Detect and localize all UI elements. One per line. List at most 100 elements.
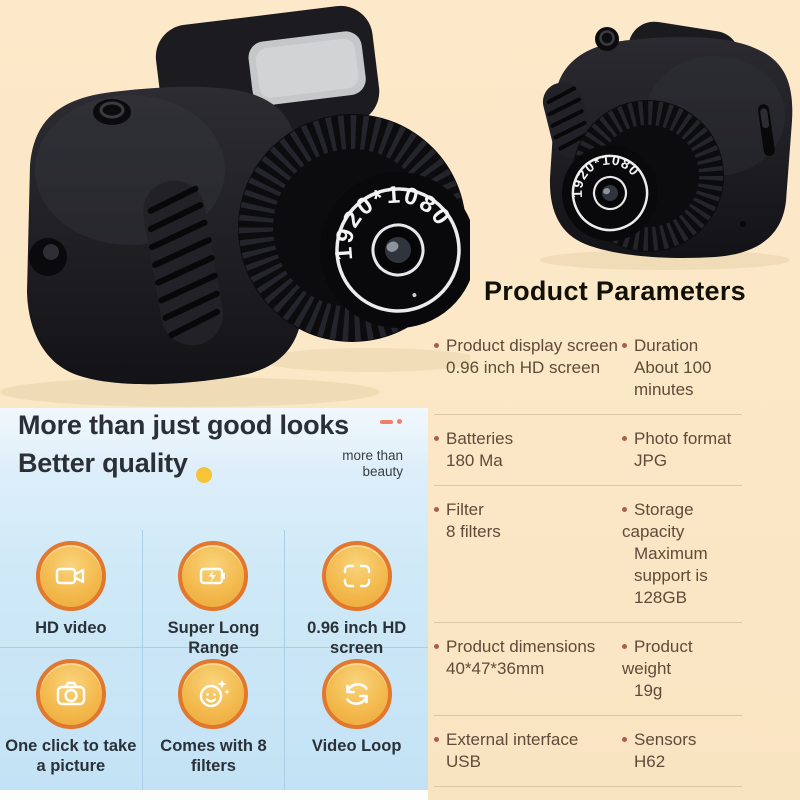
param-value: 0.96 inch HD screen bbox=[446, 358, 601, 377]
param-row: Product display screen 0.96 inch HD scre… bbox=[434, 322, 742, 415]
tagline-line1: more than bbox=[342, 448, 403, 463]
param-label: External interface bbox=[434, 729, 622, 751]
parameters-list: Product display screen 0.96 inch HD scre… bbox=[434, 322, 800, 800]
bullet-icon bbox=[434, 644, 439, 649]
camera-flash bbox=[622, 21, 740, 123]
param-label: Product weight bbox=[622, 637, 693, 678]
param-label: Filter bbox=[434, 499, 622, 521]
param-item: Photo format JPG bbox=[622, 428, 742, 472]
bullet-icon bbox=[622, 436, 627, 441]
svg-text:1920*1080: 1920*1080 bbox=[557, 140, 645, 204]
video-camera-icon bbox=[55, 567, 85, 585]
power-button bbox=[595, 27, 619, 51]
param-item: Storage capacity Maximum support is 128G… bbox=[622, 499, 742, 609]
feature-label: Super Long Range bbox=[167, 619, 260, 657]
param-label: Storage capacity bbox=[622, 500, 694, 541]
red-dot-icon bbox=[397, 419, 402, 424]
param-row: Product dimensions 40*47*36mm Product we… bbox=[434, 623, 742, 716]
param-item: Product display screen 0.96 inch HD scre… bbox=[434, 335, 622, 401]
feature-item-hd-screen: 0.96 inch HD screen bbox=[285, 530, 428, 657]
param-value: 19g bbox=[634, 681, 663, 700]
bullet-icon bbox=[434, 343, 439, 348]
camera-photo-large: 1920*1080 bbox=[0, 5, 470, 407]
param-row: External interface USB Sensors H62 bbox=[434, 716, 742, 787]
feature-icon-badge bbox=[178, 541, 249, 611]
param-item: Duration About 100 minutes bbox=[622, 335, 742, 401]
param-label: Product dimensions bbox=[434, 636, 622, 658]
param-value: USB bbox=[446, 752, 481, 771]
product-parameters-panel: Product Parameters Product display scree… bbox=[430, 276, 800, 800]
filter-smiley-icon bbox=[200, 679, 231, 708]
speaker-grille bbox=[143, 180, 224, 346]
card-title-line2: Better quality bbox=[18, 448, 188, 478]
param-value: JPG bbox=[634, 451, 668, 470]
feature-item-filters: Comes with 8 filters bbox=[143, 648, 286, 790]
param-label: Duration bbox=[622, 335, 742, 357]
param-value: 8 filters bbox=[446, 522, 501, 541]
camera-flash bbox=[155, 5, 380, 143]
param-row: Filter 8 filters Storage capacity Maximu… bbox=[434, 486, 742, 623]
camera-lens: 1920*1080 bbox=[557, 100, 724, 252]
feature-card-header: More than just good looks Better quality… bbox=[0, 408, 428, 530]
param-item: Filter 8 filters bbox=[434, 499, 622, 609]
feature-label: HD video bbox=[35, 619, 107, 637]
param-row: Playback software Operating system comes… bbox=[434, 787, 796, 800]
feature-label: One click to take a picture bbox=[5, 737, 137, 775]
bullet-icon bbox=[434, 436, 439, 441]
feature-item-video-loop: Video Loop bbox=[285, 648, 428, 790]
param-row: Batteries 180 Ma Photo format JPG bbox=[434, 415, 742, 486]
feature-label: Video Loop bbox=[311, 737, 402, 755]
param-value: About 100 minutes bbox=[634, 358, 712, 399]
bullet-icon bbox=[622, 343, 627, 348]
camera-photo-small: 1920*1080 bbox=[540, 21, 793, 270]
tagline-line2: beauty bbox=[362, 464, 403, 479]
param-value: 180 Ma bbox=[446, 451, 503, 470]
video-loop-icon bbox=[345, 682, 368, 706]
param-item: Batteries 180 Ma bbox=[434, 428, 622, 472]
yellow-accent-dot-icon bbox=[196, 467, 212, 483]
camera-body bbox=[549, 36, 793, 258]
feature-icon-badge bbox=[35, 541, 106, 611]
lens-resolution-label: 1920*1080 bbox=[557, 140, 645, 204]
feature-icon-badge bbox=[321, 659, 392, 729]
feature-label: Comes with 8 filters bbox=[160, 737, 267, 775]
param-label: Photo format bbox=[622, 428, 742, 450]
bullet-icon bbox=[622, 644, 627, 649]
param-item: Product dimensions 40*47*36mm bbox=[434, 636, 622, 702]
feature-item-one-click: One click to take a picture bbox=[0, 648, 143, 790]
feature-card: More than just good looks Better quality… bbox=[0, 408, 428, 800]
strap-loop bbox=[29, 238, 67, 276]
screen-frame-icon bbox=[343, 564, 370, 588]
card-title-line1: More than just good looks bbox=[18, 410, 349, 440]
param-label: Batteries bbox=[434, 428, 622, 450]
svg-text:1920*1080: 1920*1080 bbox=[312, 163, 459, 268]
parameters-heading: Product Parameters bbox=[483, 276, 746, 306]
bottom-divider bbox=[0, 790, 428, 800]
red-accent-decoration bbox=[380, 419, 402, 424]
param-value: H62 bbox=[634, 752, 666, 771]
speaker-grille bbox=[542, 82, 593, 158]
red-dash-icon bbox=[380, 419, 393, 424]
bullet-icon bbox=[434, 737, 439, 742]
side-switch bbox=[758, 104, 775, 156]
feature-item-hd-video: HD video bbox=[0, 530, 143, 648]
param-item: External interface USB bbox=[434, 729, 622, 773]
camera-body bbox=[27, 86, 304, 385]
param-value: 40*47*36mm bbox=[446, 659, 545, 678]
bullet-icon bbox=[434, 507, 439, 512]
param-item: Product weight 19g bbox=[622, 636, 742, 702]
mic-hole bbox=[740, 221, 746, 227]
bullet-icon bbox=[622, 737, 627, 742]
param-label: Product display screen bbox=[434, 335, 622, 357]
feature-icon-badge bbox=[178, 659, 249, 729]
lens-resolution-label: 1920*1080 bbox=[312, 163, 459, 268]
param-value: Maximum support is 128GB bbox=[634, 544, 708, 607]
feature-item-long-range: Super Long Range bbox=[142, 530, 286, 657]
feature-icon-badge bbox=[321, 541, 392, 611]
param-item: Sensors H62 bbox=[622, 729, 742, 773]
feature-grid: HD video Super Long Range bbox=[0, 530, 428, 790]
tagline: more than beauty bbox=[342, 448, 403, 480]
feature-icon-badge bbox=[35, 659, 106, 729]
photo-camera-icon bbox=[56, 681, 86, 706]
